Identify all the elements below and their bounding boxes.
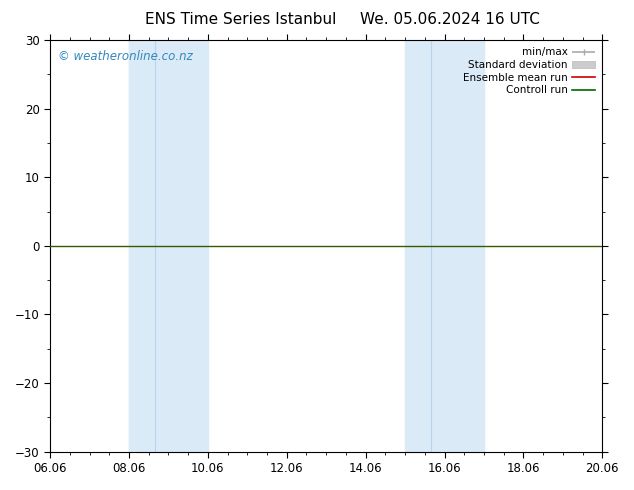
Bar <box>405 40 484 452</box>
Legend: min/max, Standard deviation, Ensemble mean run, Controll run: min/max, Standard deviation, Ensemble me… <box>461 46 597 98</box>
Text: We. 05.06.2024 16 UTC: We. 05.06.2024 16 UTC <box>360 12 540 27</box>
Text: © weatheronline.co.nz: © weatheronline.co.nz <box>58 50 193 63</box>
Bar <box>129 40 155 452</box>
Bar <box>129 40 208 452</box>
Text: ENS Time Series Istanbul: ENS Time Series Istanbul <box>145 12 337 27</box>
